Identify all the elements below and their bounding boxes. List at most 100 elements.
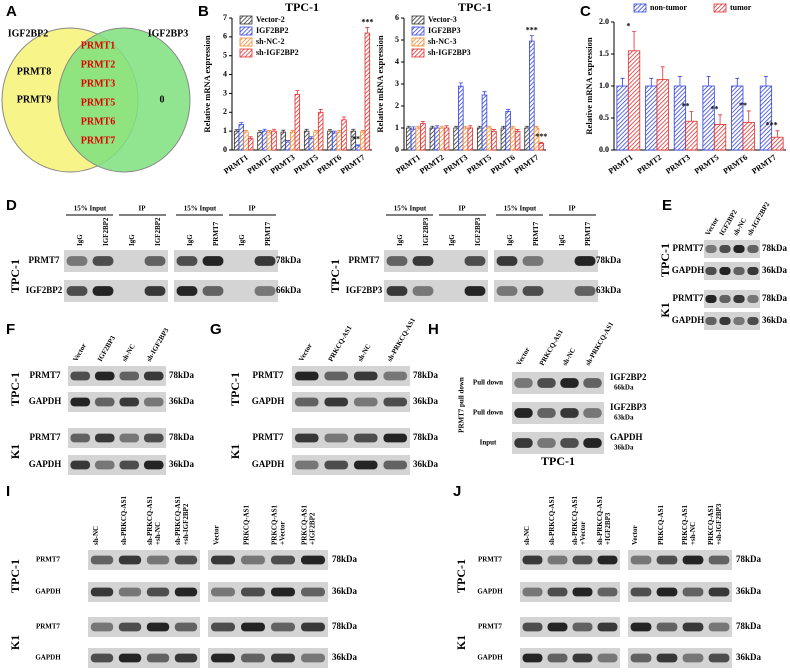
y-tick-label: 2.0 — [599, 17, 609, 26]
blot-band — [94, 397, 115, 407]
blot-band — [514, 438, 533, 448]
blot-band — [146, 653, 170, 663]
blot-band — [301, 653, 325, 663]
bar — [505, 111, 511, 151]
blot-band — [547, 587, 568, 597]
blot-band — [241, 653, 265, 663]
blot-band — [353, 433, 378, 443]
blot-band — [656, 587, 678, 597]
blot-band — [572, 555, 593, 565]
venn-item: PRMT1 — [81, 40, 115, 51]
row-label: GAPDH — [29, 396, 62, 406]
blot-band — [94, 460, 115, 470]
venn-item: PRMT8 — [17, 66, 51, 77]
kda-label: 36kDa — [413, 459, 439, 469]
blot-membrane — [628, 582, 732, 602]
blot-band — [583, 408, 602, 418]
x-tick-label: PRMT7 — [750, 153, 778, 176]
error-bar — [281, 129, 286, 133]
lane-label: PRKCQ-AS1 — [243, 504, 251, 545]
blot-membrane — [704, 262, 760, 280]
bar — [439, 127, 445, 151]
error-bar — [718, 114, 723, 125]
blot-band — [271, 587, 295, 597]
kda-label: 78kDa — [736, 621, 762, 631]
blot-band — [583, 378, 602, 388]
legend-swatch — [239, 37, 253, 47]
significance: *** — [766, 121, 778, 130]
blot-band — [682, 653, 704, 663]
x-tick-label: PRMT2 — [635, 153, 663, 176]
lane-label: IGF2BP3 — [474, 217, 482, 246]
bar — [317, 111, 324, 151]
lane-label: sh-NC — [561, 346, 577, 367]
blot-band — [708, 653, 730, 663]
error-bar — [468, 125, 473, 128]
lane-label: IGF2BP2 — [102, 217, 110, 246]
bar — [233, 130, 240, 151]
group-header: IP — [139, 205, 147, 213]
x-tick-label: PRMT3 — [269, 153, 297, 176]
blot-membrane — [64, 280, 168, 302]
row-label: GAPDH — [672, 315, 705, 325]
group-header: 15% Input — [504, 205, 537, 213]
significance: *** — [535, 132, 547, 141]
blot-band — [174, 622, 198, 632]
bar — [524, 127, 530, 151]
bar — [238, 124, 245, 151]
blot-band — [294, 460, 319, 470]
blot-band — [705, 317, 717, 325]
legend-swatch — [411, 26, 425, 36]
blot-band — [705, 245, 717, 253]
blot-band — [547, 555, 568, 565]
error-bar — [620, 77, 625, 86]
y-tick-label: 0 — [395, 145, 399, 154]
kda-label: 36kDa — [169, 396, 195, 406]
error-bar — [746, 110, 751, 123]
bar — [415, 127, 421, 151]
error-bar — [286, 140, 290, 143]
kda-label: 36kDa — [332, 586, 358, 596]
lane-label: IgG — [238, 234, 246, 246]
lane-label: PRKCQ-AS1 +sh-IGF2BP3 — [707, 503, 723, 545]
lane-label: PRMT7 — [584, 221, 592, 246]
blot-band — [271, 653, 295, 663]
blot-band — [547, 622, 568, 632]
lane-label: IGF2BP3 — [422, 217, 430, 246]
error-bar — [435, 125, 440, 128]
chart-title: TPC-1 — [458, 0, 492, 14]
error-bar — [534, 125, 539, 128]
blot-membrane — [88, 648, 200, 668]
venn-item: PRMT2 — [81, 59, 115, 70]
lane-label: IGF2BP2 — [154, 217, 162, 246]
blot-membrane — [704, 240, 760, 258]
row-label: PRMT7 — [478, 556, 503, 564]
blot-membrane — [88, 550, 200, 570]
bar — [434, 127, 440, 151]
blot-band — [90, 555, 114, 565]
blot-membrane — [384, 250, 488, 272]
kda-label: 36kDa — [169, 459, 195, 469]
bar — [405, 127, 412, 151]
error-bar — [689, 111, 694, 122]
blot-band — [597, 653, 618, 663]
blot-membrane — [174, 280, 278, 302]
blot-band — [118, 622, 142, 632]
bar — [713, 124, 727, 151]
target-label: GAPDH — [610, 432, 643, 442]
blot-band — [118, 587, 142, 597]
lane-label-line: +Vector — [579, 521, 587, 545]
error-bar — [501, 125, 506, 128]
x-tick-label: PRMT1 — [394, 153, 422, 176]
lane-label: Vector — [71, 342, 88, 363]
kda-label: 63kDa — [614, 414, 634, 422]
blot-membrane — [704, 290, 760, 308]
blot-band — [705, 295, 717, 303]
row-label: PRMT7 — [478, 623, 503, 631]
error-bar — [290, 130, 295, 133]
blot-band — [514, 408, 533, 418]
blot-band — [66, 256, 88, 266]
bar — [289, 131, 296, 151]
y-tick-label: 7 — [223, 13, 227, 22]
group-header: 15% Input — [394, 205, 427, 213]
